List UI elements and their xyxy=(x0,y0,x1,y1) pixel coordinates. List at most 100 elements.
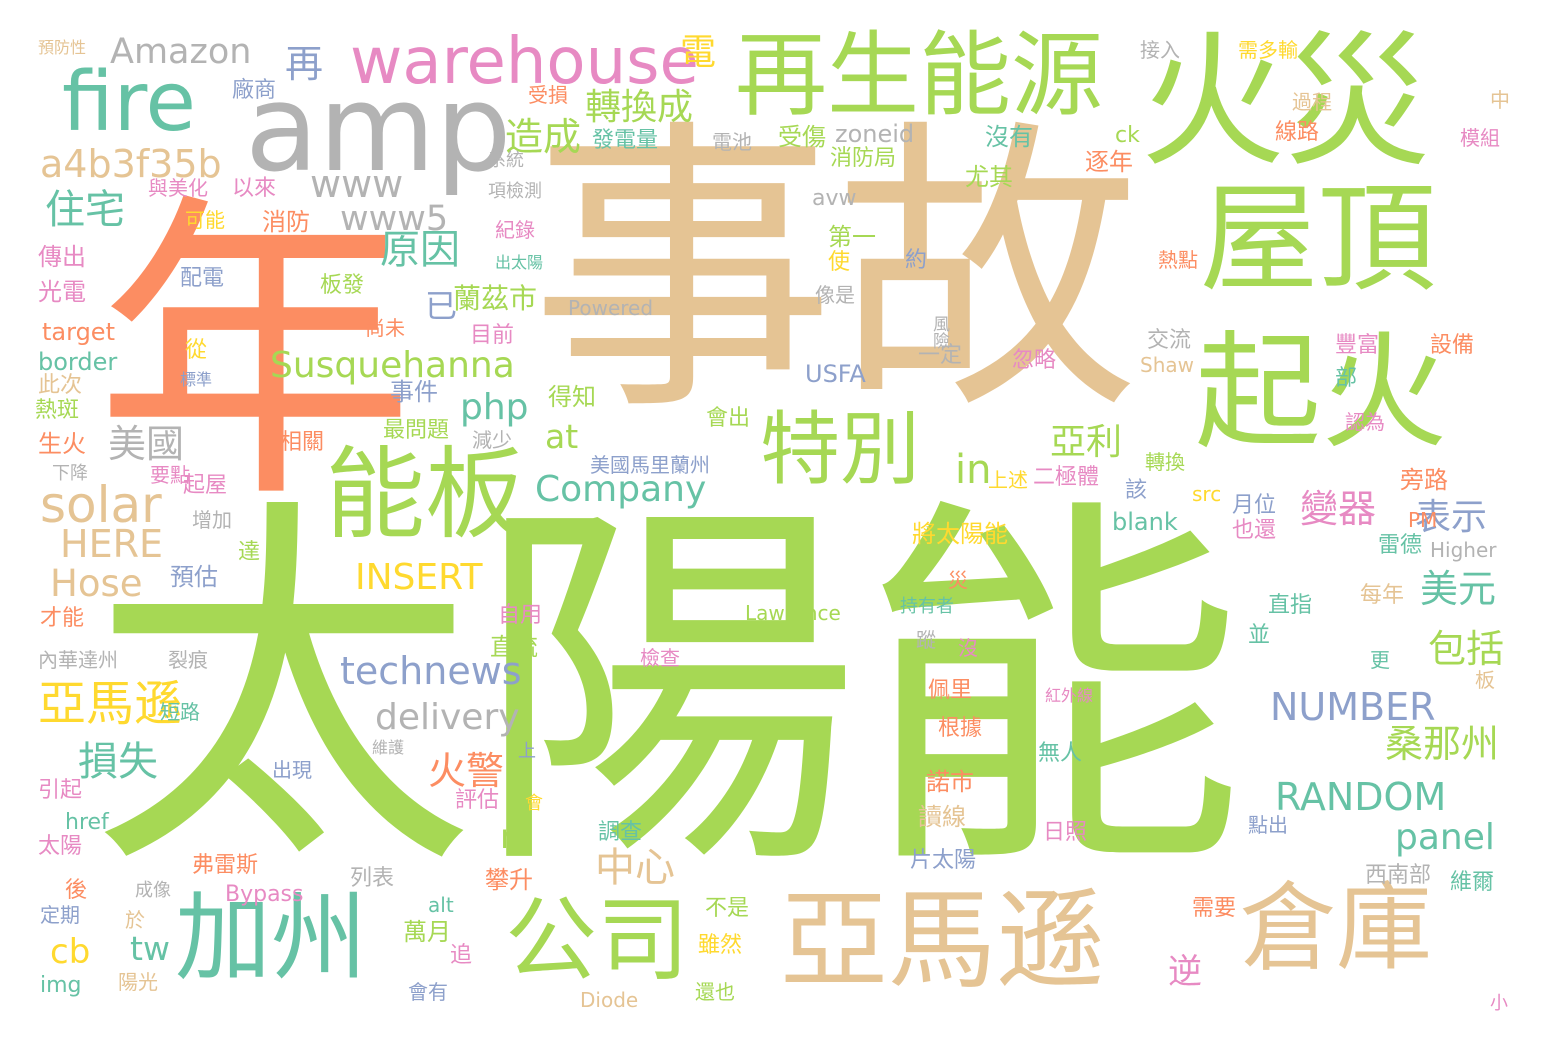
word-cloud-word: 會 xyxy=(525,793,543,814)
word-cloud-word: 無人 xyxy=(1038,741,1083,766)
word-cloud-word: 太陽 xyxy=(38,834,83,859)
word-cloud-word: 美國 xyxy=(108,422,185,466)
word-cloud-word: 再 xyxy=(285,42,324,86)
word-cloud-word: 包括 xyxy=(1428,627,1505,671)
word-cloud-word: Hose xyxy=(50,562,143,605)
word-cloud-word: 消防 xyxy=(262,208,310,236)
word-cloud-word: 還也 xyxy=(695,980,735,1004)
word-cloud-word: 熱斑 xyxy=(35,398,80,423)
word-cloud-word: 蹤 xyxy=(916,628,936,652)
word-cloud-word: 直指 xyxy=(1268,593,1313,618)
word-cloud-word: 雖然 xyxy=(698,933,743,958)
word-cloud-word: Bypass xyxy=(225,882,304,907)
word-cloud-word: 損失 xyxy=(78,739,158,785)
word-cloud-word: 得知 xyxy=(548,383,596,411)
word-cloud-word: 日照 xyxy=(1043,820,1088,845)
word-cloud-word: 弗雷斯 xyxy=(192,853,259,878)
word-cloud-word: 忽略 xyxy=(1012,348,1057,373)
word-cloud-word: 列表 xyxy=(350,866,395,891)
word-cloud-word: 設備 xyxy=(1430,333,1475,358)
word-cloud-word: NUMBER xyxy=(1270,685,1436,729)
word-cloud-word: 原因 xyxy=(380,227,460,273)
word-cloud-word: 目前 xyxy=(470,323,515,348)
word-cloud-word: Diode xyxy=(580,988,639,1012)
word-cloud-word: amp xyxy=(245,60,512,199)
word-cloud-word: 住宅 xyxy=(45,187,125,233)
word-cloud-word: 模組 xyxy=(1460,126,1500,150)
word-cloud-word: 出太陽 xyxy=(495,253,544,272)
word-cloud-word: 並 xyxy=(1248,623,1271,648)
word-cloud-word: 下降 xyxy=(52,463,88,484)
word-cloud-word: warehouse xyxy=(350,25,699,99)
word-cloud-word: 小 xyxy=(1490,993,1508,1014)
word-cloud-word: 造成 xyxy=(505,115,582,159)
word-cloud-word: 成像 xyxy=(135,880,171,901)
word-cloud-word: a xyxy=(860,262,880,300)
word-cloud-word: cb xyxy=(50,932,91,972)
word-cloud-word: 傳出 xyxy=(38,243,86,271)
word-cloud-word: 陽光 xyxy=(118,970,158,994)
word-cloud-word: 與美化 xyxy=(148,176,208,200)
word-cloud-word: 片太陽 xyxy=(910,848,977,873)
word-cloud-word: 直流 xyxy=(490,633,538,661)
word-cloud-word: 豐富 xyxy=(1335,333,1380,358)
word-cloud-word: 達 xyxy=(238,540,261,565)
word-cloud-word: tw xyxy=(130,929,170,968)
word-cloud-word: 倉庫 xyxy=(1240,872,1432,984)
word-cloud-word: Amazon xyxy=(110,32,252,72)
word-cloud-word: 紀錄 xyxy=(495,218,535,242)
word-cloud-word: Powered xyxy=(568,296,654,320)
word-cloud-word: alt xyxy=(428,893,454,917)
word-cloud-word: 增加 xyxy=(192,508,232,532)
word-cloud-word: 評估 xyxy=(455,788,500,813)
word-cloud-word: ck xyxy=(1115,123,1140,148)
word-cloud-word: fire xyxy=(62,55,197,150)
word-cloud-word: 受損 xyxy=(528,83,568,107)
word-cloud-word: 攀升 xyxy=(485,866,533,894)
word-cloud-word: 檢查 xyxy=(640,646,680,670)
word-cloud-word: 不是 xyxy=(705,896,750,921)
word-cloud-word: 再生能源 xyxy=(735,22,1104,129)
word-cloud-word: HERE xyxy=(60,522,163,566)
word-cloud-word: 發電量 xyxy=(592,128,659,153)
word-cloud-word: at xyxy=(545,417,579,456)
word-cloud-word: target xyxy=(42,318,115,346)
word-cloud-word: panel xyxy=(1395,817,1495,858)
word-cloud-word: 月位 xyxy=(1232,493,1277,518)
word-cloud-word: 變器 xyxy=(1300,487,1377,531)
word-cloud-word: 火警 xyxy=(428,749,505,793)
word-cloud-word: 美國馬里蘭州 xyxy=(590,453,710,477)
word-cloud-word: Lawrence xyxy=(745,601,841,625)
word-cloud-word: 二極體 xyxy=(1033,465,1100,490)
word-cloud-word: 將太陽能 xyxy=(912,520,1008,548)
word-cloud-word: 該 xyxy=(1125,478,1148,503)
word-cloud-word: 表示 xyxy=(1415,497,1488,538)
word-cloud-word: 也還 xyxy=(1232,518,1277,543)
word-cloud-word: 從 xyxy=(185,338,208,363)
word-cloud-word: 定期 xyxy=(40,903,80,927)
word-cloud-word: 約 xyxy=(905,248,928,273)
word-cloud-word: 火災 xyxy=(1140,18,1430,187)
word-cloud-word: 預防性 xyxy=(38,38,87,57)
word-cloud-word: src xyxy=(1192,482,1222,506)
word-cloud-word: 蘭茲市 xyxy=(453,282,538,315)
word-cloud-word: 預估 xyxy=(170,563,218,591)
word-cloud-word: 點出 xyxy=(1248,813,1288,837)
word-cloud-word: 亞馬遜 xyxy=(780,879,1105,1004)
word-cloud-word: 尚未 xyxy=(365,316,405,340)
word-cloud-word: 以來 xyxy=(232,176,277,201)
word-cloud-word: 雷德 xyxy=(1378,533,1423,558)
word-cloud-word: 像是 xyxy=(815,283,855,307)
word-cloud-word: 沒 xyxy=(958,636,978,660)
word-cloud-word: 西南部 xyxy=(1365,863,1432,888)
word-cloud-word: 諾市 xyxy=(926,768,974,796)
word-cloud-word: 出現 xyxy=(272,758,312,782)
word-cloud-word: 部 xyxy=(1335,366,1358,391)
word-cloud-word: 於 xyxy=(125,908,145,932)
word-cloud-word: 調查 xyxy=(598,820,643,845)
word-cloud-word: 會出 xyxy=(706,406,751,431)
word-cloud-word: www5 xyxy=(340,199,449,239)
word-cloud-word: 項檢測 xyxy=(488,181,542,202)
word-cloud-word: 起火 xyxy=(1195,319,1447,466)
word-cloud-word: 太陽能 xyxy=(90,468,1245,916)
